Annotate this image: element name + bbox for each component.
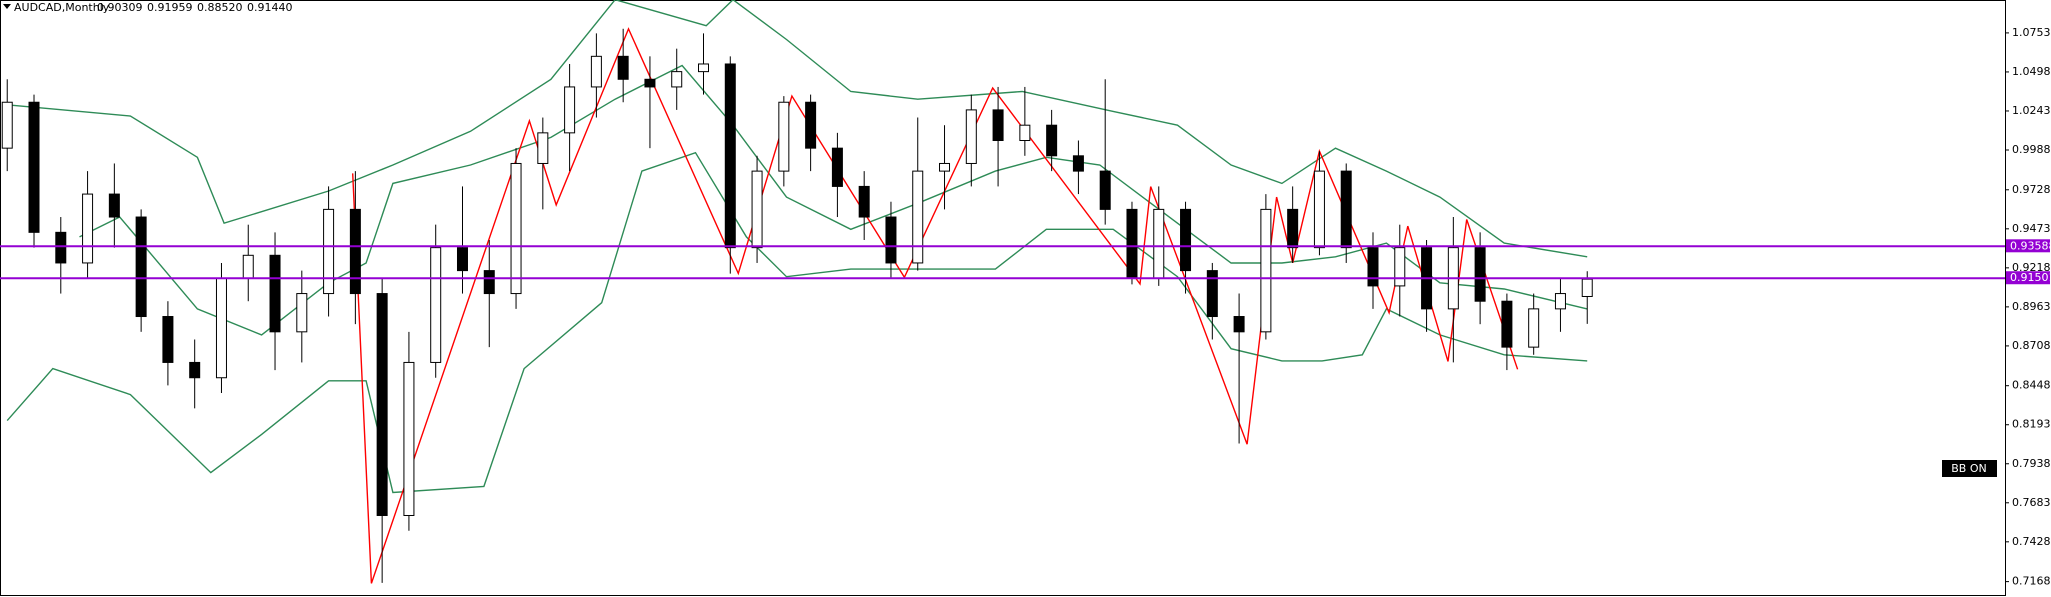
y-tick-label: 1.07530 <box>2012 26 2051 39</box>
candle-body <box>1554 293 1566 310</box>
candle-body <box>1099 170 1111 210</box>
y-tick-label: 1.04980 <box>2012 65 2051 78</box>
candle-body <box>162 316 174 363</box>
candle-body <box>1072 155 1084 172</box>
candle-body <box>430 247 442 363</box>
bb-button-label[interactable]: BB ON <box>1951 462 1986 475</box>
candle-body <box>483 270 495 295</box>
collapse-arrow[interactable] <box>3 4 11 9</box>
candle-body <box>751 170 763 249</box>
candle-body <box>403 361 415 516</box>
candle-body <box>1046 124 1058 157</box>
level-label: 0.93588 <box>2010 239 2051 252</box>
candle-body <box>1206 270 1218 318</box>
candle-body <box>778 101 790 172</box>
ohlc-value: 0.90309 <box>97 1 143 14</box>
candle-body <box>1153 208 1165 279</box>
band-line <box>6 151 1588 494</box>
candle-body <box>1581 278 1593 297</box>
candle-body <box>28 101 40 233</box>
candle-body <box>55 231 67 264</box>
zigzag-line <box>352 27 1519 584</box>
candle-body <box>1313 170 1325 249</box>
candle-body <box>644 78 656 88</box>
candle-body <box>992 109 1004 142</box>
candle-body <box>671 71 683 88</box>
band-line <box>79 64 1588 336</box>
bb-button[interactable] <box>1942 460 1997 477</box>
candle-body <box>858 185 870 218</box>
candle-body <box>617 55 629 80</box>
candle-body <box>82 193 94 264</box>
ohlc-value: 0.91959 <box>147 1 193 14</box>
candle-body <box>1394 247 1406 287</box>
candle-body <box>135 216 147 318</box>
candle-body <box>1287 208 1299 249</box>
candle-body <box>1474 247 1486 302</box>
candle-body <box>831 147 843 187</box>
candle-body <box>269 254 281 333</box>
candle-body <box>1126 208 1138 279</box>
candle-body <box>189 361 201 379</box>
candle-body <box>510 162 522 295</box>
candle-body <box>724 63 736 249</box>
candle-body <box>1019 124 1031 142</box>
candle-body <box>1528 308 1540 348</box>
candle-body <box>349 208 361 295</box>
band-line <box>12 0 1588 258</box>
level-tag <box>2006 271 2050 285</box>
candle-body <box>1260 208 1272 333</box>
candle-body <box>456 247 468 272</box>
level-label: 0.91501 <box>2010 271 2051 284</box>
candle-body <box>242 254 254 279</box>
candle-body <box>885 216 897 264</box>
candle-body <box>1340 170 1352 249</box>
candle-body <box>939 162 951 172</box>
level-tag <box>2006 239 2050 253</box>
candle-body <box>805 101 817 149</box>
plot-layer <box>0 0 2005 584</box>
candle-body <box>323 208 335 295</box>
candle-body <box>1 101 13 149</box>
plot-frame <box>0 0 2006 596</box>
candle-body <box>564 86 576 134</box>
candle-body <box>1233 316 1245 333</box>
symbol-title: AUDCAD,Monthly <box>14 1 110 14</box>
ohlc-value: 0.88520 <box>197 1 243 14</box>
candle-body <box>965 109 977 164</box>
candle-body <box>1180 208 1192 272</box>
candle-body <box>1367 247 1379 287</box>
candle-body <box>912 170 924 264</box>
candle-body <box>108 193 120 218</box>
candle-body <box>215 277 227 379</box>
candle-body <box>376 293 388 516</box>
ohlc-value: 0.91440 <box>247 1 293 14</box>
candle-body <box>698 63 710 73</box>
candle-body <box>537 132 549 164</box>
ohlc-readout: 0.90309 0.91959 0.88520 0.91440 <box>97 1 293 14</box>
candle-body <box>296 293 308 333</box>
candle-body <box>1501 300 1513 348</box>
candle-body <box>590 55 602 88</box>
